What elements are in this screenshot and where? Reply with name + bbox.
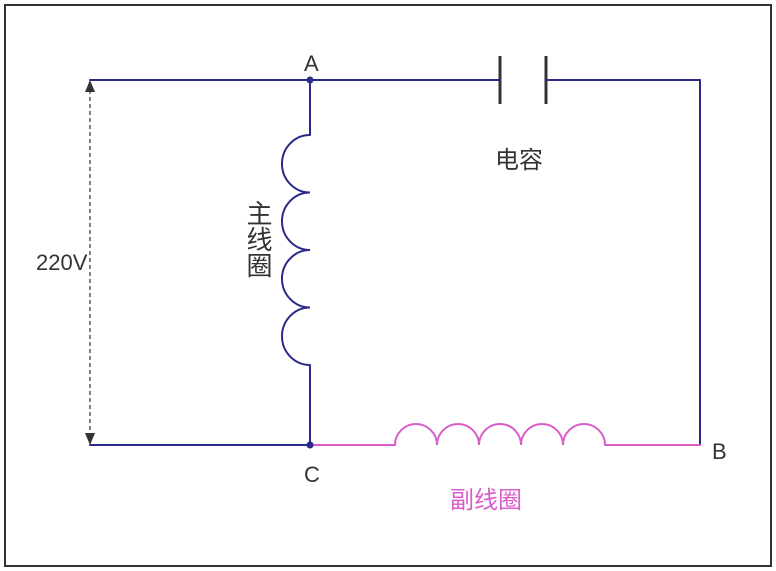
main-coil-label: 主线圈: [240, 200, 277, 278]
circuit-diagram: 220V A B C 电容 主线圈 副线圈: [0, 0, 776, 571]
node-a-label: A: [304, 51, 319, 77]
capacitor-label: 电容: [495, 140, 543, 175]
circuit-svg: [0, 0, 776, 571]
aux-coil-label: 副线圈: [450, 480, 522, 515]
node-c-label: C: [304, 462, 320, 488]
node-b-label: B: [712, 439, 727, 465]
voltage-label: 220V: [36, 250, 87, 276]
